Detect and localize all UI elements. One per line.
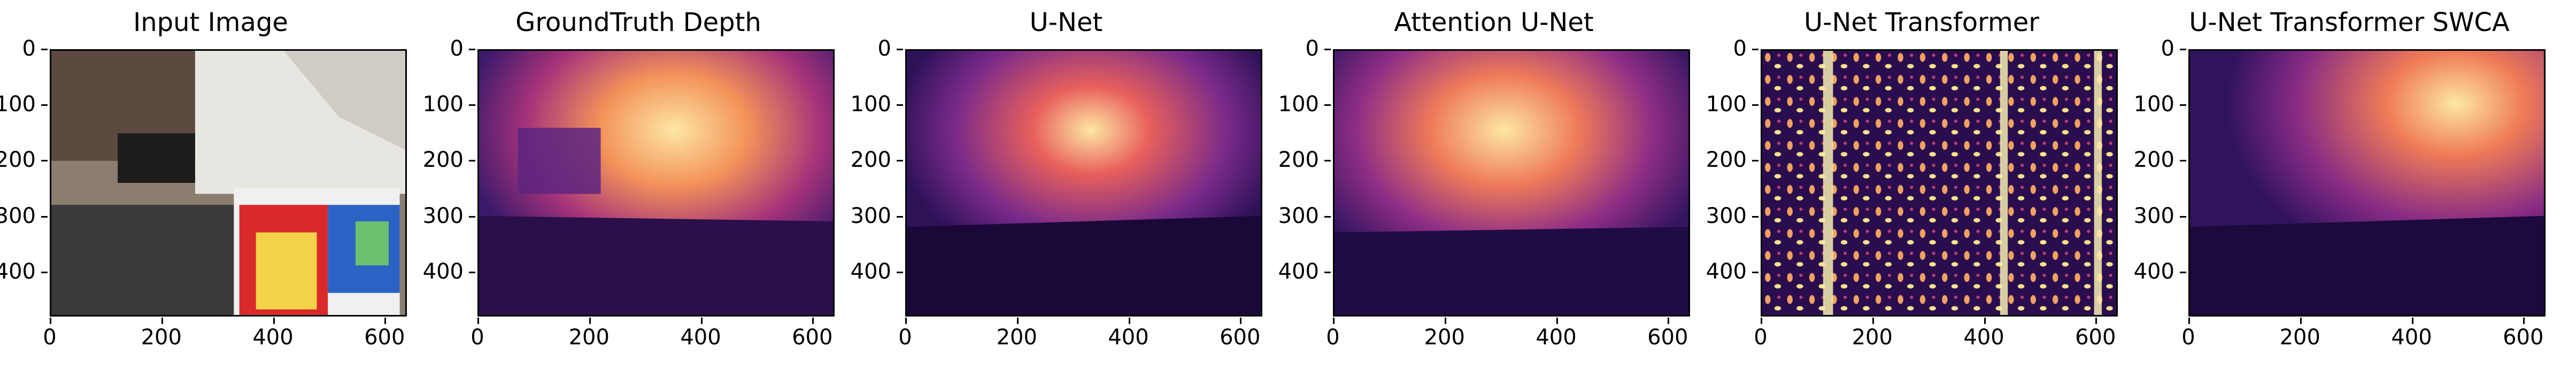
y-tick-label: 100 <box>405 92 475 117</box>
x-tick-label: 200 <box>129 318 194 350</box>
x-tick-label: 0 <box>2156 318 2220 350</box>
y-tick-label: 300 <box>832 204 903 228</box>
y-tick-label: 400 <box>1260 259 1331 284</box>
x-tick-label: 200 <box>2268 318 2332 350</box>
x-tick-label: 600 <box>2063 318 2127 350</box>
y-tick-label: 300 <box>2116 204 2186 228</box>
y-tick-label: 200 <box>1260 148 1331 172</box>
input-image <box>50 49 407 317</box>
y-tick-label: 0 <box>0 36 48 61</box>
y-tick-label: 300 <box>405 204 475 228</box>
panel-title: U-Net Transformer SWCA <box>2189 7 2510 37</box>
y-tick-label: 200 <box>0 148 48 172</box>
depth-map-groundtruth <box>477 49 835 317</box>
panel-title: Input Image <box>133 7 288 37</box>
x-tick-label: 0 <box>873 318 937 350</box>
x-tick-label: 600 <box>352 318 417 350</box>
y-tick-label: 100 <box>1260 92 1331 117</box>
depth-map-unet-transformer-swca <box>2188 49 2546 317</box>
panel-unet-transformer-swca: U-Net Transformer SWCA <box>2139 0 2566 370</box>
x-tick-label: 400 <box>669 318 733 350</box>
panel-input-image: Input Image <box>0 0 428 370</box>
x-tick-label: 200 <box>557 318 621 350</box>
x-tick-label: 0 <box>445 318 510 350</box>
x-tick-label: 200 <box>985 318 1049 350</box>
y-tick-label: 100 <box>2116 92 2186 117</box>
x-tick-label: 600 <box>1208 318 1272 350</box>
y-tick-label: 0 <box>1260 36 1331 61</box>
x-tick-label: 400 <box>2380 318 2444 350</box>
x-tick-label: 0 <box>1301 318 1365 350</box>
panel-unet: U-Net <box>855 0 1283 370</box>
depth-map-unet <box>905 49 1262 317</box>
panel-groundtruth: GroundTruth Depth <box>428 0 855 370</box>
y-tick-label: 200 <box>1688 148 1759 172</box>
y-tick-label: 400 <box>1688 259 1759 284</box>
panel-title: Attention U-Net <box>1394 7 1594 37</box>
panel-attention-unet: Attention U-Net <box>1283 0 1711 370</box>
panel-title: GroundTruth Depth <box>515 7 761 37</box>
panel-unet-transformer: U-Net Transformer <box>1711 0 2139 370</box>
y-tick-label: 300 <box>1260 204 1331 228</box>
y-tick-label: 0 <box>405 36 475 61</box>
depth-map-attention-unet <box>1333 49 1690 317</box>
x-tick-label: 200 <box>1840 318 1904 350</box>
y-tick-label: 100 <box>1688 92 1759 117</box>
y-tick-label: 400 <box>405 259 475 284</box>
x-tick-label: 600 <box>2491 318 2555 350</box>
y-tick-label: 300 <box>0 204 48 228</box>
x-tick-label: 200 <box>1413 318 1477 350</box>
y-tick-label: 100 <box>832 92 903 117</box>
x-tick-label: 600 <box>780 318 844 350</box>
y-tick-label: 400 <box>832 259 903 284</box>
panel-title: U-Net Transformer <box>1804 7 2039 37</box>
y-tick-label: 200 <box>832 148 903 172</box>
y-tick-label: 400 <box>2116 259 2186 284</box>
x-tick-label: 400 <box>1097 318 1161 350</box>
depth-map-unet-transformer <box>1761 49 2118 317</box>
y-tick-label: 200 <box>405 148 475 172</box>
y-tick-label: 0 <box>832 36 903 61</box>
y-tick-label: 200 <box>2116 148 2186 172</box>
y-tick-label: 300 <box>1688 204 1759 228</box>
x-tick-label: 0 <box>1729 318 1793 350</box>
x-tick-label: 0 <box>18 318 82 350</box>
y-tick-label: 0 <box>2116 36 2186 61</box>
x-tick-label: 400 <box>1952 318 2016 350</box>
x-tick-label: 400 <box>1524 318 1588 350</box>
panel-title: U-Net <box>1029 7 1103 37</box>
x-tick-label: 400 <box>241 318 305 350</box>
x-tick-label: 600 <box>1636 318 1700 350</box>
y-tick-label: 400 <box>0 259 48 284</box>
y-tick-label: 100 <box>0 92 48 117</box>
y-tick-label: 0 <box>1688 36 1759 61</box>
